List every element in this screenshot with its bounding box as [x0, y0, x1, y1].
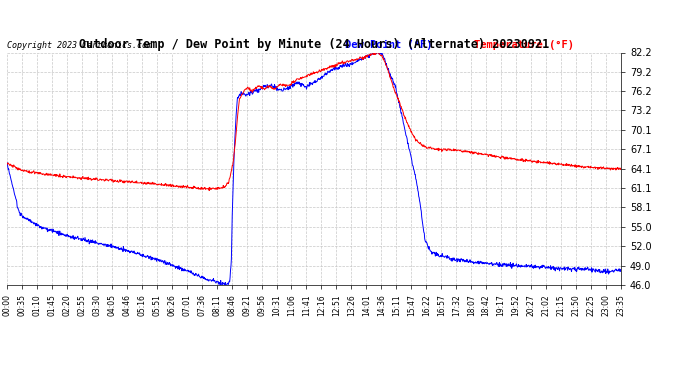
Text: Copyright 2023 Cartronics.com: Copyright 2023 Cartronics.com	[7, 41, 152, 50]
Title: Outdoor Temp / Dew Point by Minute (24 Hours) (Alternate) 20230921: Outdoor Temp / Dew Point by Minute (24 H…	[79, 38, 549, 51]
Text: Dew Point (°F): Dew Point (°F)	[345, 40, 432, 50]
Text: Temperature (°F): Temperature (°F)	[473, 40, 573, 50]
